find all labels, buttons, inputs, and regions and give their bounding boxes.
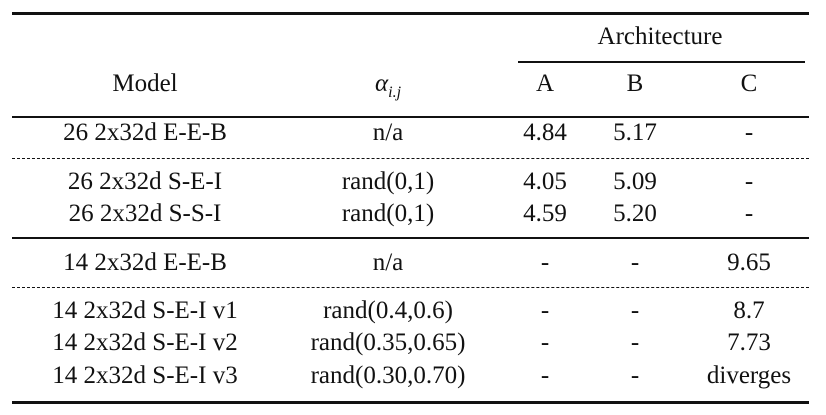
arch-c-cell: - (744, 168, 754, 195)
arch-b-cell: - (630, 329, 640, 356)
alpha-column-header: αi.j (374, 70, 402, 101)
model-cell: 26 2x32d E-E-B (63, 119, 227, 146)
header-rule (12, 116, 809, 118)
architecture-rule (518, 61, 805, 63)
arch-a-cell: - (540, 249, 550, 276)
column-a-header: A (535, 70, 555, 97)
arch-a-cell: 4.59 (523, 200, 567, 227)
alpha-cell: rand(0,1) (341, 200, 435, 227)
arch-b-cell: - (630, 297, 640, 324)
bottom-rule (12, 401, 809, 404)
arch-a-cell: 4.05 (523, 168, 567, 195)
model-cell: 14 2x32d S-E-I v1 (52, 297, 238, 324)
alpha-cell: rand(0.30,0.70) (310, 362, 466, 389)
model-cell: 14 2x32d E-E-B (63, 249, 227, 276)
model-cell: 26 2x32d S-E-I (67, 168, 223, 195)
model-cell: 14 2x32d S-E-I v3 (52, 362, 238, 389)
arch-a-cell: - (540, 297, 550, 324)
model-column-header: Model (112, 70, 178, 97)
arch-b-cell: - (630, 249, 640, 276)
dashed-separator (12, 158, 809, 159)
architecture-group-header: Architecture (597, 23, 723, 50)
alpha-cell: rand(0.4,0.6) (323, 297, 453, 324)
column-b-header: B (626, 70, 644, 97)
arch-b-cell: 5.20 (613, 200, 657, 227)
arch-c-cell: - (744, 119, 754, 146)
alpha-cell: rand(0.35,0.65) (310, 329, 466, 356)
arch-a-cell: 4.84 (523, 119, 567, 146)
arch-b-cell: 5.17 (613, 119, 657, 146)
arch-a-cell: - (540, 329, 550, 356)
arch-c-cell: 9.65 (727, 249, 771, 276)
arch-c-cell: 8.7 (733, 297, 765, 324)
arch-b-cell: - (630, 362, 640, 389)
arch-a-cell: - (540, 362, 550, 389)
alpha-cell: rand(0,1) (341, 168, 435, 195)
top-rule (12, 12, 809, 15)
arch-c-cell: diverges (706, 362, 792, 389)
dashed-separator (12, 287, 809, 288)
alpha-cell: n/a (372, 119, 404, 146)
arch-b-cell: 5.09 (613, 168, 657, 195)
column-c-header: C (740, 70, 758, 97)
model-cell: 26 2x32d S-S-I (68, 200, 222, 227)
model-cell: 14 2x32d S-E-I v2 (52, 329, 238, 356)
arch-c-cell: 7.73 (727, 329, 771, 356)
arch-c-cell: - (744, 200, 754, 227)
section-rule (12, 237, 809, 239)
alpha-cell: n/a (372, 249, 404, 276)
